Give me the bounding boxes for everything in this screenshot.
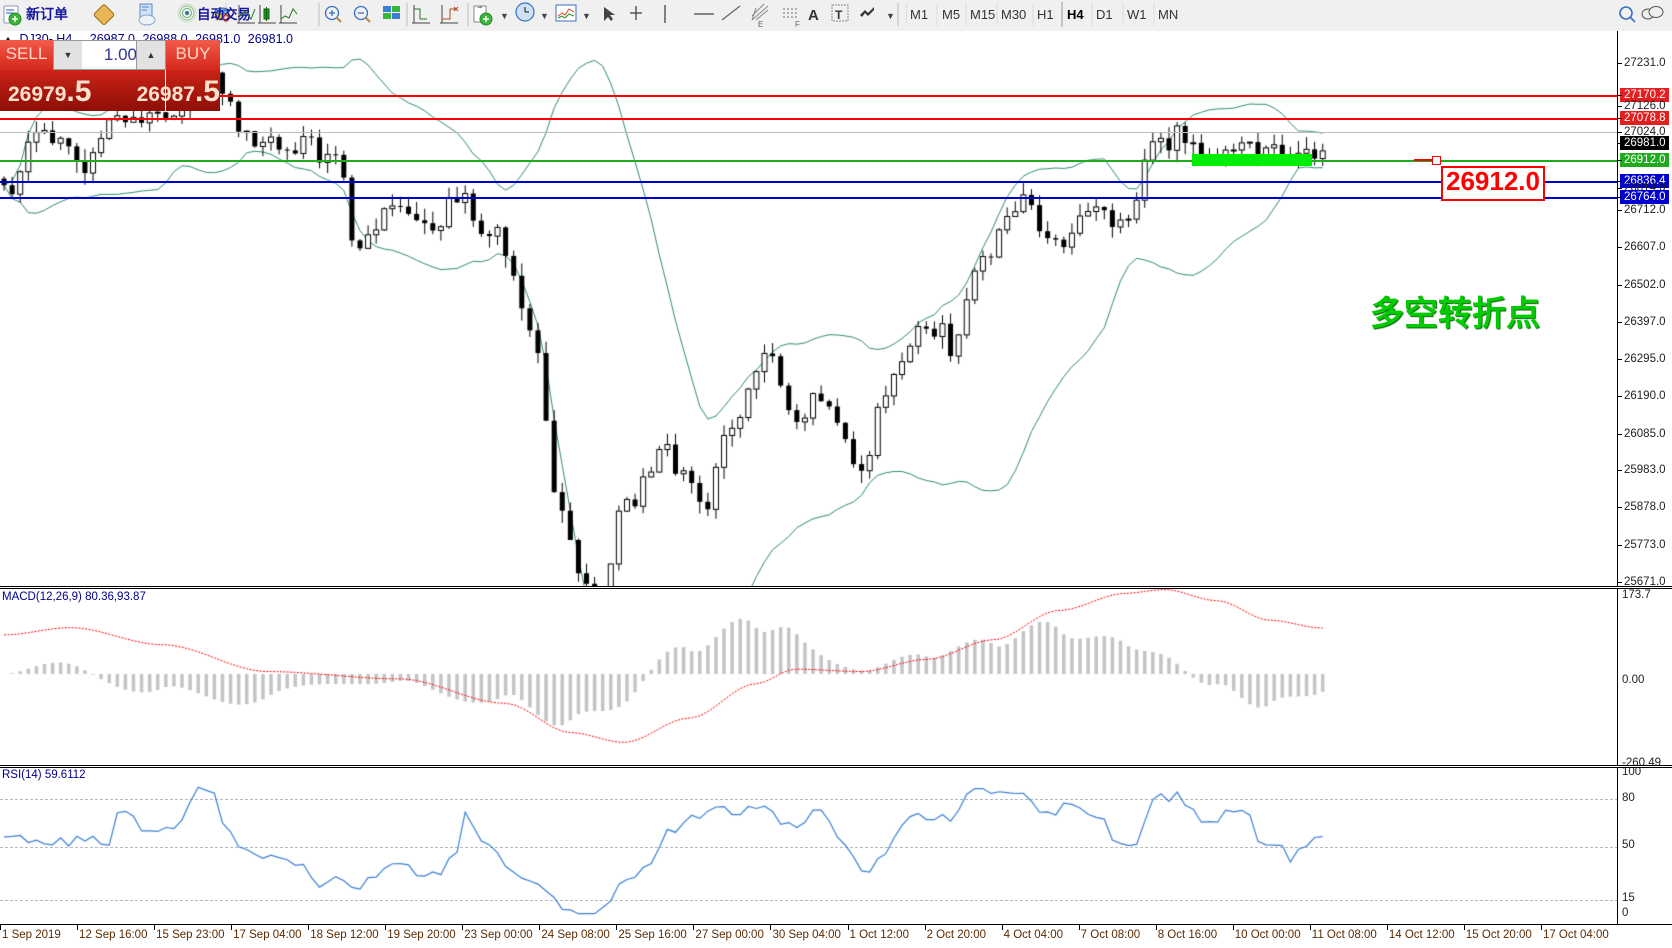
- svg-text:E: E: [758, 20, 763, 29]
- svg-text:▼: ▼: [540, 11, 549, 21]
- svg-text:M5: M5: [942, 7, 960, 22]
- svg-text:T: T: [835, 8, 843, 22]
- svg-text:自动交易: 自动交易: [197, 6, 251, 22]
- svg-text:H4: H4: [1067, 7, 1084, 22]
- svg-text:▼: ▼: [582, 11, 591, 21]
- svg-text:H1: H1: [1037, 7, 1054, 22]
- svg-text:D1: D1: [1096, 7, 1113, 22]
- svg-text:M1: M1: [910, 7, 928, 22]
- svg-text:MN: MN: [1158, 7, 1178, 22]
- svg-text:M15: M15: [970, 7, 995, 22]
- svg-text:F: F: [795, 20, 800, 29]
- svg-text:A: A: [808, 7, 819, 24]
- svg-text:新订单: 新订单: [26, 6, 68, 22]
- svg-text:▼: ▼: [886, 11, 895, 21]
- svg-text:▼: ▼: [500, 11, 509, 21]
- svg-text:M30: M30: [1001, 7, 1026, 22]
- svg-text:W1: W1: [1127, 7, 1147, 22]
